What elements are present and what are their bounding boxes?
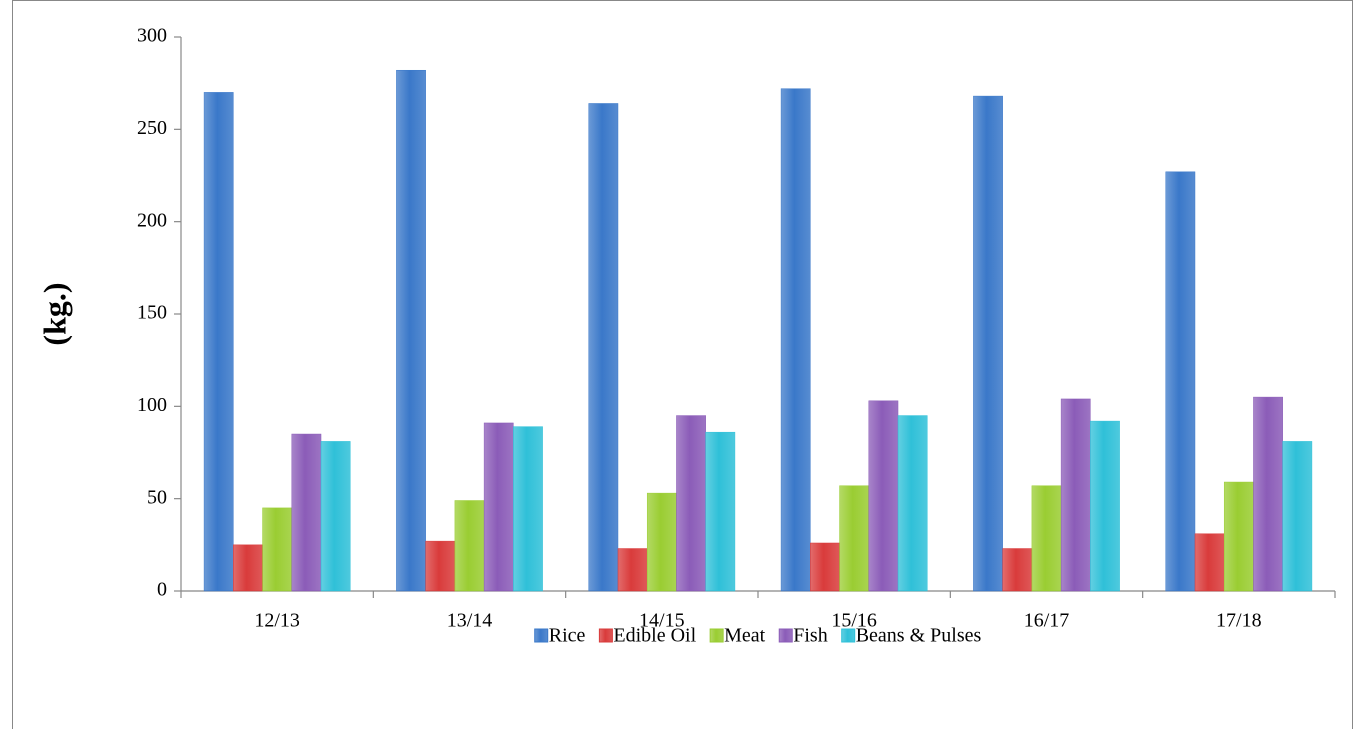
legend-label: Meat xyxy=(724,625,766,647)
legend-swatch xyxy=(778,628,793,643)
bar xyxy=(868,400,899,592)
bar xyxy=(1223,481,1254,592)
bar xyxy=(262,507,293,592)
bar xyxy=(676,415,706,592)
bar xyxy=(483,422,514,592)
bar xyxy=(1060,398,1091,592)
bar xyxy=(1282,441,1313,592)
legend-label: Edible Oil xyxy=(613,625,696,647)
y-tick-label: 50 xyxy=(147,486,167,508)
legend-label: Rice xyxy=(549,625,586,647)
bar xyxy=(233,544,263,592)
bar xyxy=(705,431,736,592)
bar xyxy=(897,415,928,592)
x-tick-label: 17/18 xyxy=(1216,610,1262,632)
bar xyxy=(320,441,351,592)
y-tick-label: 200 xyxy=(137,209,167,231)
x-tick-label: 13/14 xyxy=(447,610,493,632)
bar xyxy=(1002,548,1033,592)
bar xyxy=(839,485,870,592)
bar xyxy=(425,540,456,592)
bar xyxy=(646,492,677,592)
bar xyxy=(396,69,426,592)
bar xyxy=(588,103,619,592)
frame xyxy=(12,0,1353,729)
bar xyxy=(780,88,811,592)
bar xyxy=(1090,420,1120,592)
bar xyxy=(1031,485,1062,592)
bar xyxy=(1253,396,1283,592)
legend-swatch xyxy=(709,628,724,643)
y-tick-label: 250 xyxy=(137,117,167,139)
legend-swatch xyxy=(841,628,856,643)
legend-label: Fish xyxy=(793,625,827,647)
x-tick-label: 16/17 xyxy=(1024,610,1070,632)
bar xyxy=(617,548,648,592)
bar xyxy=(203,92,234,592)
y-axis-label: (kg.) xyxy=(36,282,72,345)
y-tick-label: 100 xyxy=(137,394,167,416)
y-tick-label: 150 xyxy=(137,302,167,324)
bar xyxy=(291,433,322,592)
bar xyxy=(1194,533,1225,592)
legend-swatch xyxy=(534,628,549,643)
bar xyxy=(454,500,485,592)
x-tick-label: 14/15 xyxy=(639,610,685,632)
bar xyxy=(973,95,1003,592)
y-tick-label: 0 xyxy=(157,579,167,601)
x-tick-label: 12/13 xyxy=(254,610,300,632)
x-tick-label: 15/16 xyxy=(831,610,877,632)
legend-swatch xyxy=(598,628,613,643)
legend: Rice Edible Oil Meat Fish Beans & Pulses xyxy=(534,625,982,647)
bar xyxy=(513,426,543,592)
bar xyxy=(1165,171,1196,592)
y-tick-label: 300 xyxy=(137,25,167,47)
bar xyxy=(810,542,840,592)
legend-label: Beans & Pulses xyxy=(856,625,982,647)
